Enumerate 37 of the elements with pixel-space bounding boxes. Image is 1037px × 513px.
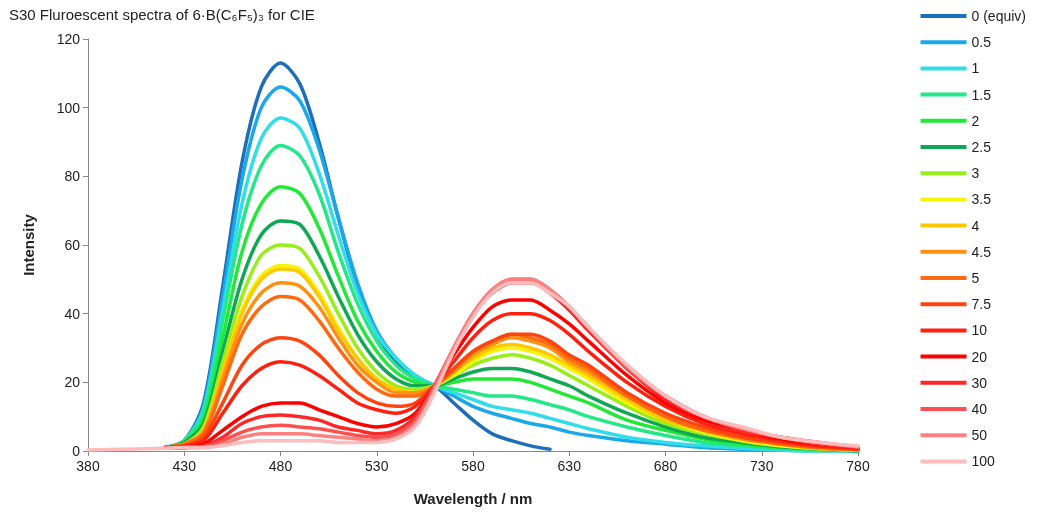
x-axis-title: Wavelength / nm: [413, 490, 533, 507]
legend-label: 1: [971, 60, 980, 77]
x-tick-label: 780: [846, 458, 870, 474]
x-tick-label: 630: [557, 458, 582, 474]
y-tick-label: 100: [56, 99, 81, 116]
legend-label: 1.5: [971, 86, 992, 103]
legend-label: 3: [971, 165, 980, 182]
legend-label: 40: [971, 401, 988, 417]
y-axis-title: Intensity: [20, 213, 37, 276]
x-tick-label: 380: [76, 458, 100, 474]
legend-label: 10: [971, 322, 988, 339]
x-tick-label: 430: [172, 458, 197, 474]
legend-label: 100: [971, 453, 996, 470]
y-tick-label: 80: [64, 168, 81, 185]
chart-title: S30 Fluroescent spectra of 6·B(C₆F₅)₃ for CIE: [9, 6, 315, 23]
legend-label: 7.5: [971, 296, 992, 313]
x-tick-label: 680: [653, 458, 678, 474]
legend-label: 2: [971, 112, 980, 129]
y-tick-label: 60: [64, 237, 81, 253]
legend-label: 0 (equiv): [971, 8, 1026, 24]
legend-label: 4.5: [971, 243, 992, 260]
legend-label: 30: [971, 374, 988, 391]
x-tick-label: 730: [750, 458, 774, 474]
x-tick-label: 580: [461, 458, 485, 474]
y-tick-label: 0: [72, 443, 81, 459]
legend-label: 2.5: [971, 139, 992, 155]
y-tick-label: 120: [56, 31, 81, 47]
legend-label: 3.5: [971, 191, 992, 208]
legend-label: 50: [971, 427, 988, 444]
x-tick-label: 530: [365, 458, 389, 474]
legend-label: 0.5: [971, 34, 992, 51]
y-tick-label: 20: [64, 374, 81, 391]
legend-label: 4: [971, 217, 980, 234]
y-tick-label: 40: [64, 305, 81, 322]
legend-label: 20: [971, 348, 988, 365]
x-tick-label: 480: [268, 458, 293, 474]
legend-label: 5: [971, 270, 980, 286]
